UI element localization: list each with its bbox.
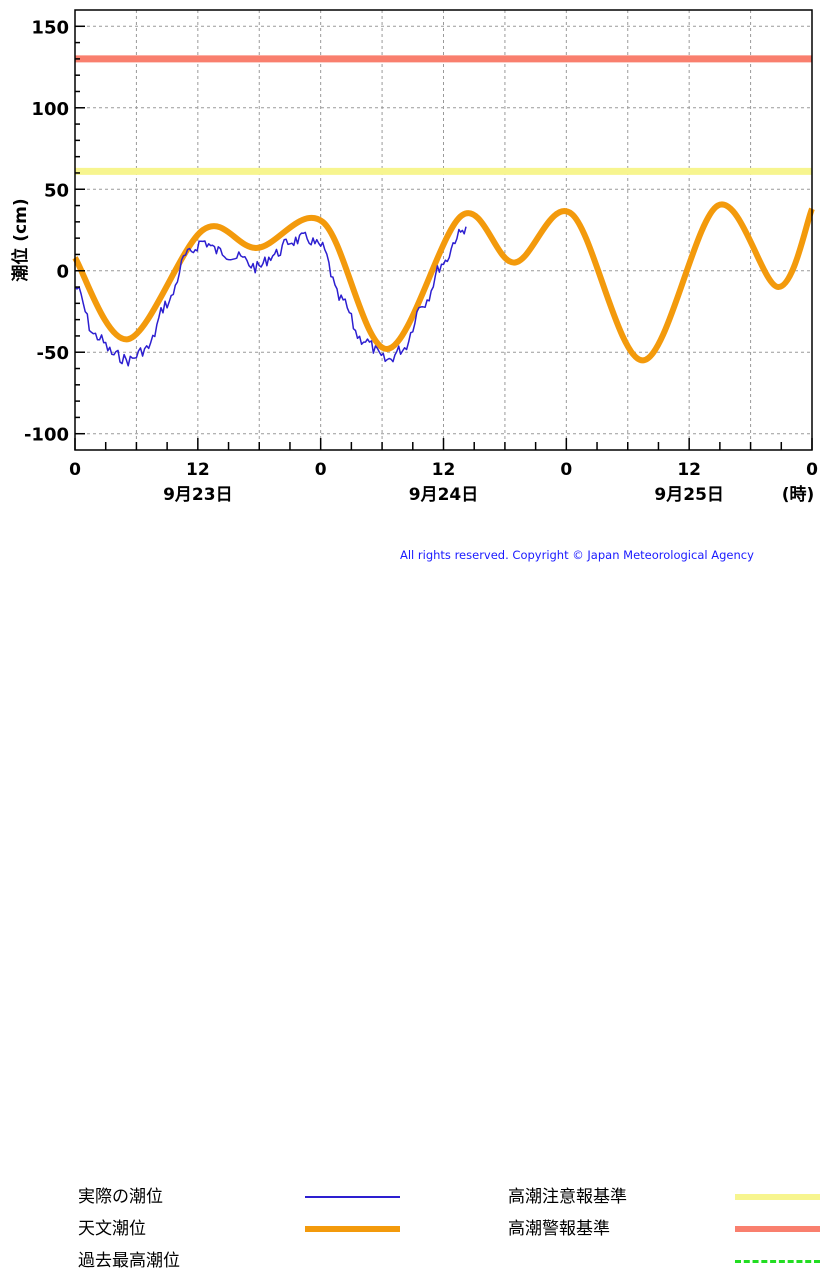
legend-label: 実際の潮位 [78, 1187, 163, 1207]
date-label: 9月23日 [163, 485, 233, 505]
x-tick-label: 0 [69, 460, 81, 480]
legend-swatch [735, 1259, 820, 1263]
plot-frame [74, 9, 813, 451]
x-tick-label: 12 [432, 460, 456, 480]
y-tick-label: -50 [36, 343, 69, 364]
legend-label: 高潮警報基準 [508, 1219, 610, 1239]
date-label: 9月24日 [409, 485, 479, 505]
y-tick-labels: 150 100 50 0 -50 -100 [24, 17, 69, 445]
threshold-lines [75, 55, 812, 175]
legend-label: 過去最高潮位 [78, 1251, 180, 1271]
x-tick-label: 12 [186, 460, 210, 480]
tide-chart: 150 100 50 0 -50 -100 0 12 0 12 0 12 0 9月23日 9月24日 9月… [10, 9, 820, 1271]
x-tick-label: 0 [560, 460, 572, 480]
x-tick-labels: 0 12 0 12 0 12 0 [69, 460, 818, 480]
x-axis-unit: (時) [782, 484, 815, 505]
y-tick-label: 50 [44, 180, 69, 201]
y-tick-label: 150 [31, 17, 69, 38]
series-observed-tide [74, 226, 467, 367]
copyright-text: All rights reserved. Copyright © Japan M… [400, 548, 754, 562]
series-astronomical-tide [72, 201, 815, 364]
y-tick-label: 0 [56, 262, 69, 283]
date-label: 9月25日 [654, 485, 724, 505]
date-labels: 9月23日 9月24日 9月25日 [163, 485, 724, 505]
grid [75, 10, 812, 450]
x-tick-label: 0 [315, 460, 327, 480]
legend-swatch [305, 1226, 400, 1232]
legend-label: 天文潮位 [78, 1219, 146, 1239]
legend-label: 高潮注意報基準 [508, 1187, 627, 1207]
y-tick-label: -100 [24, 425, 69, 446]
legend-swatch [735, 1194, 820, 1200]
series-lines [72, 201, 815, 367]
legend-swatch [305, 1196, 400, 1198]
x-tick-label: 12 [677, 460, 701, 480]
y-axis-label: 潮位 (cm) [10, 198, 31, 281]
x-tick-label: 0 [806, 460, 818, 480]
legend-swatch [735, 1226, 820, 1232]
y-tick-label: 100 [31, 99, 69, 120]
